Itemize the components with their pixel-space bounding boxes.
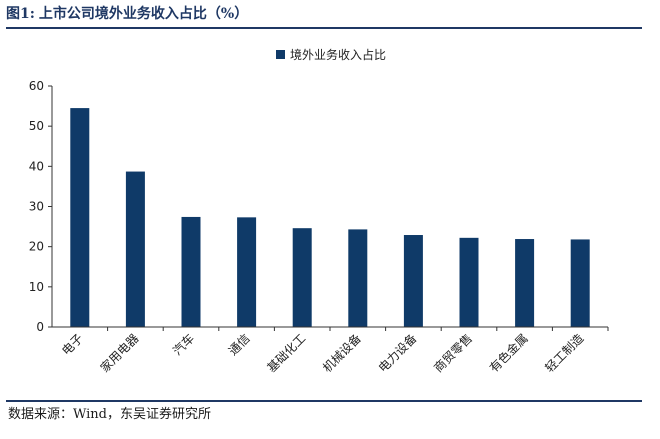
bar [292,228,312,327]
x-tick-label: 商贸零售 [431,331,476,376]
source-note: 数据来源：Wind，东吴证券研究所 [8,405,211,425]
legend-swatch [276,50,285,59]
bars [70,108,590,327]
x-tick-label: 电子 [59,331,86,358]
x-tick-label: 基础化工 [264,331,308,375]
bar [70,108,90,327]
x-tick-label: 有色金属 [486,331,531,376]
figure-number: 图1: [6,6,35,22]
figure-title-text: 上市公司境外业务收入占比（%） [38,6,249,22]
figure-title: 图1: 上市公司境外业务收入占比（%） [6,3,636,25]
y-tick-label: 50 [29,119,44,133]
bar [125,171,145,327]
y-tick-label: 10 [29,280,44,294]
y-tick-label: 20 [29,240,44,254]
bottom-rule [6,400,642,402]
bar [459,237,479,327]
x-tick-label: 电力设备 [376,331,420,375]
bar-chart: 境外业务收入占比 0 10 20 30 40 50 60 电子 家用电器 汽车 通信 基础化工 机械设… [29,47,609,376]
bar [181,216,201,327]
legend-label: 境外业务收入占比 [290,47,386,62]
source-label: 数据来源： [8,407,74,422]
x-tick-label: 机械设备 [319,331,364,376]
source-text: Wind，东吴证券研究所 [73,407,212,422]
y-tick-label: 60 [29,79,44,93]
bar [515,239,535,327]
x-tick-label: 家用电器 [97,331,142,376]
bar [403,235,423,327]
bar [237,217,257,327]
x-axis: 电子 家用电器 汽车 通信 基础化工 机械设备 电力设备 商贸零售 有色金属 轻工制造 [52,326,609,376]
y-axis: 0 10 20 30 40 50 60 [29,79,53,334]
x-tick-label: 汽车 [170,331,198,359]
top-rule [6,27,642,29]
legend: 境外业务收入占比 [276,47,386,62]
y-tick-label: 30 [29,200,44,214]
x-tick-label: 通信 [226,331,253,358]
bar [570,239,590,327]
y-tick-label: 40 [29,159,44,173]
x-tick-label: 轻工制造 [542,331,586,375]
bar [348,229,368,327]
y-tick-label: 0 [36,320,44,334]
